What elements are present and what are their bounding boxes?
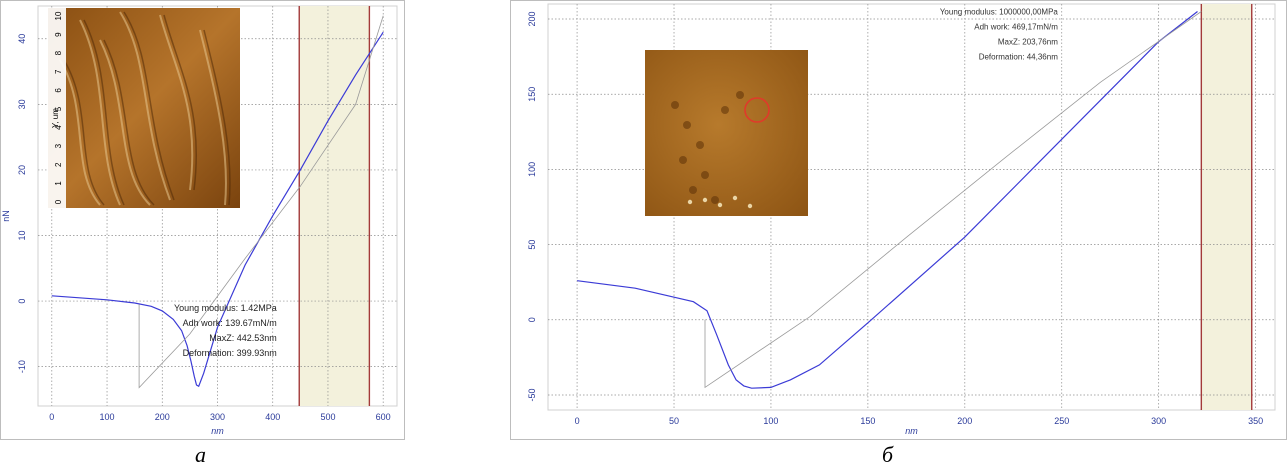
y-tick-label: -50 [527,388,537,401]
inset-tick-label: 7 [54,69,63,74]
annotation-line: Deformation: 399.93nm [183,348,277,358]
surface-feature [721,106,729,114]
x-tick-label: 50 [669,416,679,426]
y-tick-label: 30 [17,99,27,109]
topography-ridge [59,59,101,206]
x-tick-label: 150 [860,416,875,426]
inset-tick-label: 4 [54,125,63,130]
surface-feature [711,196,719,204]
x-tick-label: 100 [763,416,778,426]
x-tick-label: 500 [320,412,335,422]
surface-feature [736,91,744,99]
topography-ridge [159,14,194,191]
reference-curve [138,15,384,389]
chart-panel-a: 0 100 200 300 400 500 600 -10 0 10 20 30 40 nm nN Young… [0,0,405,440]
annotation-line: Young modulus: 1000000,00MPa [940,8,1059,17]
reference-curve [704,11,1202,389]
caption-b: б [882,442,894,467]
inset-tick-label: 8 [54,50,63,55]
surface-bright-spot [702,197,708,203]
surface-feature [701,171,709,179]
force-curve-chart-a: 0 100 200 300 400 500 600-10010203040nmnNYoung… [0,0,405,440]
selection-band [1201,4,1252,410]
y-tick-label: 20 [17,165,27,175]
x-tick-label: 0 [49,412,54,422]
x-tick-label: 200 [155,412,170,422]
annotation-line: Adh work: 139.67mN/m [183,318,277,328]
y-tick-label: 200 [527,12,537,27]
surface-bright-spot [732,195,738,201]
x-tick-label: 250 [1054,416,1069,426]
afm-image-inset [645,50,808,216]
x-axis-label: nm [905,426,918,436]
y-tick-label: 0 [527,317,537,322]
topography-shadow [63,59,105,206]
surface-bright-spot [747,203,753,209]
inset-tick-label: 6 [54,88,63,93]
y-tick-label: 0 [17,299,27,304]
topography-shadow [83,19,125,206]
measured-curve [577,11,1198,389]
x-tick-label: 600 [376,412,391,422]
afm-image [645,50,808,216]
annotation-line: Young modulus: 1.42MPa [174,303,277,313]
surface-feature [683,121,691,129]
surface-feature [689,186,697,194]
x-tick-label: 300 [1151,416,1166,426]
inset-tick-label: 5 [54,106,63,111]
x-axis-label: nm [211,426,224,436]
topography-shadow [103,39,155,206]
y-tick-label: 50 [527,240,537,250]
x-tick-label: 0 [575,416,580,426]
y-tick-label: 10 [17,231,27,241]
topography-shadow [203,29,231,206]
measured-curve [51,31,384,388]
inset-axis-strip [48,8,66,208]
inset-tick-label: 1 [54,181,63,186]
measurement-circle-marker [744,97,770,123]
inset-tick-label: 2 [54,162,63,167]
y-axis-label: nN [1,210,11,222]
topography-ridge [199,29,227,206]
inset-tick-label: 0 [54,199,63,204]
annotation-line: Deformation: 44,36nm [979,53,1058,62]
topography-shadow [163,14,198,191]
surface-bright-spot [687,199,693,205]
annotation-line: Adh work: 469,17mN/m [974,23,1058,32]
y-tick-label: 100 [527,162,537,177]
surface-feature [679,156,687,164]
topography-ridge [79,19,121,206]
annotation-line: MaxZ: 442.53nm [209,333,277,343]
afm-topography-inset: 0 1 2 3 4 5 6 7 8 9 10 Y, um [48,8,240,208]
surface-feature [671,101,679,109]
topography-ridge [119,11,171,201]
inset-tick-label: 9 [54,32,63,37]
y-tick-label: -10 [17,360,27,373]
y-tick-label: 150 [527,87,537,102]
chart-panel-b: 0 50 100 150 200 250 300 350 -50 0 50 100 150 200 nm Yo… [510,0,1287,440]
caption-a: a [195,442,206,467]
surface-feature [696,141,704,149]
selection-band [299,6,370,406]
x-tick-label: 100 [100,412,115,422]
topography-shadow [123,11,175,201]
y-tick-label: 40 [17,34,27,44]
x-tick-label: 400 [265,412,280,422]
x-tick-label: 350 [1248,416,1263,426]
inset-axis-label: Y, um [51,108,60,128]
force-curve-chart-b: 0 50 100 150 200 250 300 350 -50 0 50 100 150 200 nm Yo… [510,0,1287,440]
x-tick-label: 200 [957,416,972,426]
inset-tick-label: 3 [54,143,63,148]
inset-tick-label: 10 [54,11,63,20]
annotation-line: MaxZ: 203,76nm [998,38,1058,47]
topography-ridge [99,39,151,206]
surface-bright-spot [717,202,723,208]
x-tick-label: 300 [210,412,225,422]
